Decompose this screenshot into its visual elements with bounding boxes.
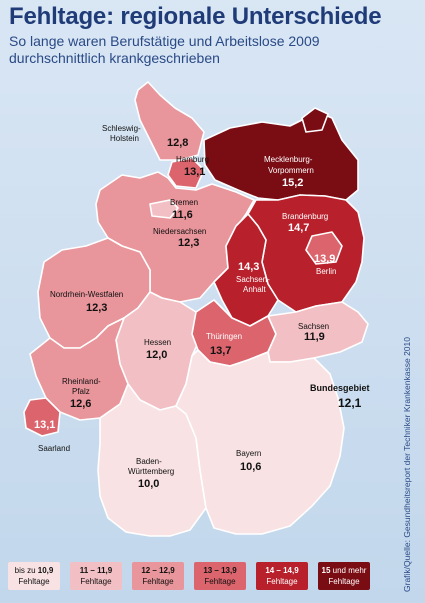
source-note: Grafik/Quelle: Gesundheitsreport der Tec… [402,337,412,592]
label-bawue-1: Baden- [136,457,162,466]
value-berlin: 13,9 [314,253,335,265]
legend: bis zu 10,9 Fehltage 11 – 11,9 Fehltage … [8,562,370,592]
legend-item-6: 15 und mehr Fehltage [318,562,370,590]
label-hessen: Hessen [144,338,171,347]
legend-item-2: 11 – 11,9 Fehltage [70,562,122,590]
region-berlin[interactable] [305,231,343,265]
national-label: Bundesgebiet [310,383,370,393]
label-bremen: Bremen [170,198,198,207]
legend-unit: Fehltage [204,577,236,586]
region-mecklenburg-island [301,107,329,133]
legend-suffix: und mehr [330,566,367,575]
label-mecklenburg-1: Mecklenburg- [264,155,313,164]
subtitle-line-1: So lange waren Berufstätige und Arbeitsl… [9,33,320,49]
page-title: Fehltage: regionale Unterschiede [9,3,382,30]
value-sachsen: 11,9 [304,331,325,343]
label-nrw: Nordrhein-Westfalen [50,290,123,299]
label-sachsen-anhalt-1: Sachsen- [236,275,270,284]
legend-item-5: 14 – 14,9 Fehltage [256,562,308,590]
national-value: 12,1 [338,396,362,410]
label-sachsen: Sachsen [298,322,329,331]
region-schleswig-holstein[interactable] [134,81,205,161]
legend-range: 13 – 13,9 [203,566,237,575]
label-saarland: Saarland [38,444,70,453]
legend-range: 14 – 14,9 [265,566,299,575]
legend-unit: Fehltage [80,577,112,586]
region-mecklenburg-vorpommern[interactable] [203,111,359,201]
legend-range: 10,9 [37,566,54,575]
legend-unit: Fehltage [18,577,50,586]
region-saarland[interactable] [23,397,61,437]
label-bayern: Bayern [236,449,261,458]
label-schleswig-holstein-1: Schleswig- [102,124,141,133]
value-rheinland-pfalz: 12,6 [70,398,91,410]
value-niedersachsen: 12,3 [178,237,199,249]
legend-range: 15 [321,566,331,575]
label-brandenburg: Brandenburg [282,212,328,221]
value-saarland: 13,1 [34,419,55,431]
label-bawue-2: Württemberg [128,467,174,476]
legend-unit: Fehltage [142,577,174,586]
legend-range: 11 – 11,9 [79,566,113,575]
value-bremen: 11,6 [172,209,193,221]
label-berlin: Berlin [316,267,336,276]
label-hamburg: Hamburg [176,155,209,164]
value-mecklenburg: 15,2 [282,177,303,189]
label-rheinland-pfalz-2: Pfalz [72,387,90,396]
value-thueringen: 13,7 [210,345,231,357]
legend-item-1: bis zu 10,9 Fehltage [8,562,60,590]
region-hamburg[interactable] [167,157,205,189]
label-mecklenburg-2: Vorpommern [268,166,314,175]
legend-item-3: 12 – 12,9 Fehltage [132,562,184,590]
region-bremen[interactable] [149,199,179,219]
value-nrw: 12,3 [86,302,107,314]
label-schleswig-holstein-2: Holstein [110,134,139,143]
legend-range: 12 – 12,9 [141,566,175,575]
legend-unit: Fehltage [266,577,298,586]
value-bayern: 10,6 [240,461,261,473]
legend-prefix: bis zu [14,566,38,575]
value-brandenburg: 14,7 [288,222,309,234]
value-hessen: 12,0 [146,349,167,361]
label-thueringen: Thüringen [206,332,242,341]
region-bayern[interactable] [175,349,345,535]
subtitle-line-2: durchschnittlich krankgeschrieben [9,50,220,66]
value-hamburg: 13,1 [184,166,205,178]
value-bawue: 10,0 [138,478,159,490]
legend-item-4: 13 – 13,9 Fehltage [194,562,246,590]
label-niedersachsen: Niedersachsen [153,227,206,236]
legend-unit: Fehltage [328,577,360,586]
value-schleswig-holstein: 12,8 [167,137,188,149]
label-rheinland-pfalz-1: Rheinland- [62,377,101,386]
label-sachsen-anhalt-2: Anhalt [243,285,266,294]
value-sachsen-anhalt: 14,3 [238,261,259,273]
